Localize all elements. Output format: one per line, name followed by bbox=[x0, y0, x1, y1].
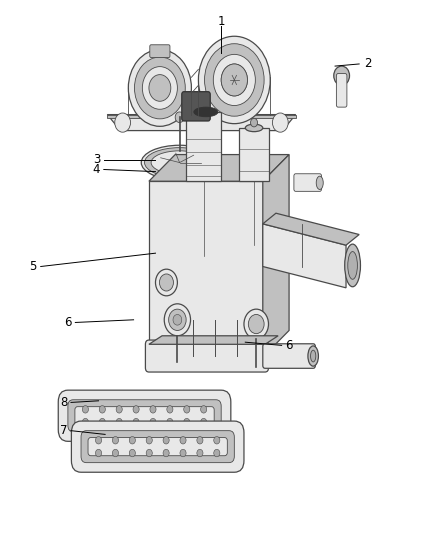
Text: 5: 5 bbox=[29, 260, 36, 273]
FancyBboxPatch shape bbox=[150, 45, 170, 58]
Circle shape bbox=[184, 406, 190, 413]
Circle shape bbox=[175, 359, 180, 366]
Circle shape bbox=[116, 418, 122, 426]
Circle shape bbox=[197, 437, 203, 444]
Ellipse shape bbox=[145, 148, 215, 177]
Polygon shape bbox=[239, 128, 269, 181]
Text: 6: 6 bbox=[285, 339, 293, 352]
Ellipse shape bbox=[316, 176, 323, 189]
Ellipse shape bbox=[308, 346, 318, 366]
Circle shape bbox=[214, 437, 220, 444]
Polygon shape bbox=[107, 115, 296, 131]
FancyBboxPatch shape bbox=[58, 390, 231, 441]
Circle shape bbox=[251, 118, 258, 127]
Polygon shape bbox=[263, 224, 346, 288]
Ellipse shape bbox=[348, 252, 357, 279]
Ellipse shape bbox=[245, 124, 263, 132]
Circle shape bbox=[115, 113, 131, 132]
Circle shape bbox=[113, 437, 119, 444]
Circle shape bbox=[334, 66, 350, 85]
Ellipse shape bbox=[311, 350, 316, 362]
Polygon shape bbox=[149, 155, 289, 181]
Polygon shape bbox=[149, 336, 278, 344]
Circle shape bbox=[129, 449, 135, 457]
Text: 2: 2 bbox=[364, 58, 372, 70]
FancyBboxPatch shape bbox=[88, 438, 227, 456]
Circle shape bbox=[167, 406, 173, 413]
Circle shape bbox=[146, 437, 152, 444]
Circle shape bbox=[163, 437, 169, 444]
Text: 8: 8 bbox=[60, 396, 67, 409]
FancyBboxPatch shape bbox=[182, 92, 210, 121]
Circle shape bbox=[133, 418, 139, 426]
Circle shape bbox=[95, 437, 102, 444]
Circle shape bbox=[184, 418, 190, 426]
FancyBboxPatch shape bbox=[263, 344, 315, 368]
Ellipse shape bbox=[141, 145, 218, 180]
Polygon shape bbox=[107, 115, 296, 118]
FancyBboxPatch shape bbox=[68, 400, 221, 432]
Circle shape bbox=[149, 75, 171, 101]
Ellipse shape bbox=[194, 107, 218, 117]
Circle shape bbox=[213, 54, 255, 106]
FancyBboxPatch shape bbox=[145, 340, 268, 372]
FancyBboxPatch shape bbox=[336, 74, 347, 107]
Circle shape bbox=[195, 115, 208, 131]
Circle shape bbox=[197, 449, 203, 457]
Text: 1: 1 bbox=[217, 15, 225, 28]
Circle shape bbox=[155, 269, 177, 296]
Circle shape bbox=[201, 418, 207, 426]
FancyBboxPatch shape bbox=[71, 421, 244, 472]
Text: 7: 7 bbox=[60, 424, 67, 437]
Circle shape bbox=[205, 44, 264, 116]
Text: 4: 4 bbox=[92, 163, 100, 176]
Circle shape bbox=[82, 418, 88, 426]
Circle shape bbox=[175, 112, 184, 123]
FancyBboxPatch shape bbox=[75, 407, 214, 425]
Circle shape bbox=[221, 64, 247, 96]
Polygon shape bbox=[263, 155, 289, 357]
Circle shape bbox=[167, 418, 173, 426]
Circle shape bbox=[164, 304, 191, 336]
Circle shape bbox=[150, 406, 156, 413]
Circle shape bbox=[159, 274, 173, 291]
Circle shape bbox=[272, 113, 288, 132]
Circle shape bbox=[82, 406, 88, 413]
Circle shape bbox=[198, 36, 270, 124]
FancyBboxPatch shape bbox=[81, 431, 234, 463]
Circle shape bbox=[129, 437, 135, 444]
Circle shape bbox=[248, 314, 264, 334]
Circle shape bbox=[142, 67, 177, 109]
Circle shape bbox=[95, 449, 102, 457]
Polygon shape bbox=[186, 112, 221, 181]
Ellipse shape bbox=[151, 151, 208, 174]
Polygon shape bbox=[263, 213, 359, 245]
Circle shape bbox=[244, 309, 268, 339]
Circle shape bbox=[201, 406, 207, 413]
Circle shape bbox=[116, 406, 122, 413]
Circle shape bbox=[99, 418, 106, 426]
Circle shape bbox=[113, 449, 119, 457]
Polygon shape bbox=[149, 181, 263, 357]
Circle shape bbox=[99, 406, 106, 413]
Ellipse shape bbox=[345, 244, 360, 287]
Circle shape bbox=[150, 418, 156, 426]
Circle shape bbox=[214, 449, 220, 457]
Circle shape bbox=[128, 50, 191, 126]
Circle shape bbox=[221, 64, 247, 96]
Circle shape bbox=[133, 406, 139, 413]
FancyBboxPatch shape bbox=[294, 174, 321, 191]
Circle shape bbox=[146, 449, 152, 457]
Text: 3: 3 bbox=[93, 154, 100, 166]
Circle shape bbox=[180, 437, 186, 444]
Circle shape bbox=[169, 309, 186, 330]
Circle shape bbox=[134, 57, 185, 119]
Circle shape bbox=[163, 449, 169, 457]
Circle shape bbox=[173, 314, 182, 325]
Text: 6: 6 bbox=[64, 316, 72, 329]
Circle shape bbox=[180, 449, 186, 457]
